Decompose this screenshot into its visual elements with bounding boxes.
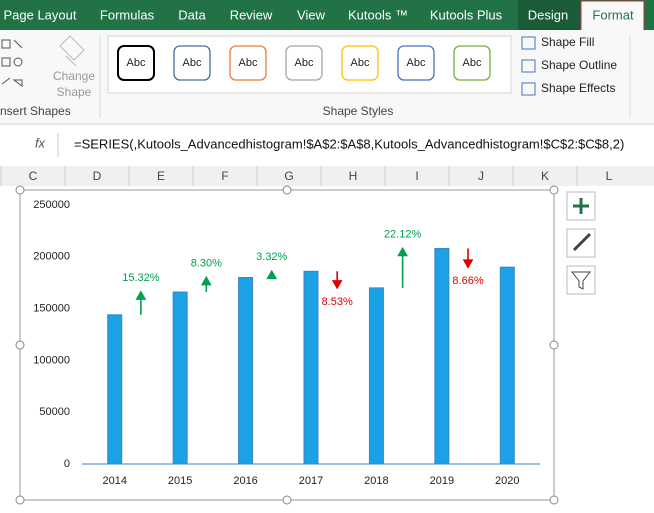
x-tick-label: 2017 bbox=[299, 475, 323, 487]
filter-button[interactable] bbox=[566, 265, 596, 295]
ribbon-tab[interactable]: View bbox=[297, 7, 326, 22]
shape-command[interactable]: Shape Outline bbox=[541, 58, 617, 72]
column-header[interactable]: D bbox=[93, 169, 102, 183]
column-header-row bbox=[0, 166, 654, 186]
change-arrow bbox=[462, 248, 474, 269]
style-sample[interactable] bbox=[173, 45, 211, 81]
column-header[interactable]: C bbox=[29, 169, 38, 183]
brush-icon bbox=[572, 232, 592, 252]
ribbon-tab[interactable]: Kutools ™ bbox=[348, 7, 408, 22]
y-tick-label: 150000 bbox=[33, 303, 70, 315]
column-header[interactable]: H bbox=[349, 169, 358, 183]
column-header[interactable]: G bbox=[284, 169, 293, 183]
style-sample-label: Abc bbox=[183, 57, 202, 69]
column-header[interactable]: E bbox=[157, 169, 165, 183]
style-sample-label: Abc bbox=[407, 57, 426, 69]
style-sample-label: Abc bbox=[239, 57, 258, 69]
bar[interactable] bbox=[238, 277, 254, 465]
change-arrow bbox=[331, 271, 343, 290]
change-label: 8.66% bbox=[452, 275, 483, 287]
column-header[interactable]: L bbox=[606, 169, 613, 183]
change-shape-icon bbox=[59, 35, 85, 67]
shape-command[interactable]: Shape Effects bbox=[541, 81, 616, 95]
style-sample-label: Abc bbox=[351, 57, 370, 69]
group-label: nsert Shapes bbox=[0, 104, 71, 118]
change-label: 22.12% bbox=[384, 228, 422, 240]
style-sample[interactable] bbox=[397, 45, 435, 81]
ribbon-tab[interactable]: Data bbox=[178, 7, 206, 22]
column-header[interactable]: K bbox=[541, 169, 549, 183]
column-header[interactable]: I bbox=[415, 169, 418, 183]
bar[interactable] bbox=[303, 270, 319, 465]
shape-icons bbox=[1, 39, 23, 87]
x-tick-label: 2020 bbox=[495, 475, 519, 487]
change-label: 3.32% bbox=[256, 251, 287, 263]
change-label: 8.53% bbox=[322, 296, 353, 308]
column-header[interactable]: J bbox=[478, 169, 484, 183]
style-sample[interactable] bbox=[285, 45, 323, 81]
column-header[interactable]: F bbox=[221, 169, 228, 183]
x-tick-label: 2015 bbox=[168, 475, 192, 487]
bar[interactable] bbox=[172, 291, 188, 465]
x-tick-label: 2016 bbox=[233, 475, 257, 487]
change-shape-label[interactable]: Shape bbox=[57, 85, 92, 99]
change-shape-label[interactable]: Change bbox=[53, 69, 95, 83]
fx-label: fx bbox=[35, 135, 46, 150]
bar[interactable] bbox=[434, 248, 450, 465]
command-icon bbox=[521, 59, 536, 73]
x-tick-label: 2019 bbox=[430, 475, 454, 487]
design-tab-bg bbox=[518, 0, 580, 30]
ribbon-tab[interactable]: Kutools Plus bbox=[430, 7, 503, 22]
chart-area bbox=[19, 189, 555, 501]
style-sample-label: Abc bbox=[295, 57, 314, 69]
ribbon-tab[interactable]: Formulas bbox=[100, 7, 155, 22]
ribbon-tab[interactable]: Format bbox=[592, 7, 634, 22]
change-arrow bbox=[266, 269, 278, 280]
style-sample-label: Abc bbox=[127, 57, 146, 69]
y-tick-label: 0 bbox=[64, 458, 70, 470]
y-tick-label: 200000 bbox=[33, 251, 70, 263]
change-arrow bbox=[200, 275, 212, 293]
style-sample-label: Abc bbox=[463, 57, 482, 69]
formula[interactable]: =SERIES(,Kutools_Advancedhistogram!$A$2:… bbox=[74, 136, 624, 151]
x-tick-label: 2014 bbox=[102, 475, 126, 487]
style-sample[interactable] bbox=[453, 45, 491, 81]
y-tick-label: 100000 bbox=[33, 354, 70, 366]
style-sample[interactable] bbox=[229, 45, 267, 81]
shape-command[interactable]: Shape Fill bbox=[541, 35, 594, 49]
ribbon-tab[interactable]: Review bbox=[230, 7, 273, 22]
plus-icon bbox=[573, 198, 589, 214]
y-tick-label: 250000 bbox=[33, 199, 70, 211]
ribbon-tab[interactable]: Page Layout bbox=[3, 7, 76, 22]
x-tick-label: 2018 bbox=[364, 475, 388, 487]
y-tick-label: 50000 bbox=[39, 406, 70, 418]
bar[interactable] bbox=[107, 314, 123, 465]
style-sample[interactable] bbox=[117, 45, 155, 81]
change-arrow bbox=[135, 290, 147, 315]
change-label: 8.30% bbox=[191, 257, 222, 269]
change-label: 15.32% bbox=[122, 272, 160, 284]
bar[interactable] bbox=[499, 266, 515, 465]
chart-handles bbox=[15, 185, 559, 505]
style-sample[interactable] bbox=[341, 45, 379, 81]
chart-buttons bbox=[566, 191, 596, 295]
ribbon-tab[interactable]: Design bbox=[528, 7, 568, 22]
group-label: Shape Styles bbox=[323, 104, 394, 118]
bar[interactable] bbox=[368, 287, 384, 465]
change-arrow bbox=[397, 246, 408, 288]
command-icon bbox=[521, 36, 536, 50]
formula-bar bbox=[0, 130, 654, 160]
command-icon bbox=[521, 82, 536, 96]
filter-icon bbox=[570, 271, 592, 290]
